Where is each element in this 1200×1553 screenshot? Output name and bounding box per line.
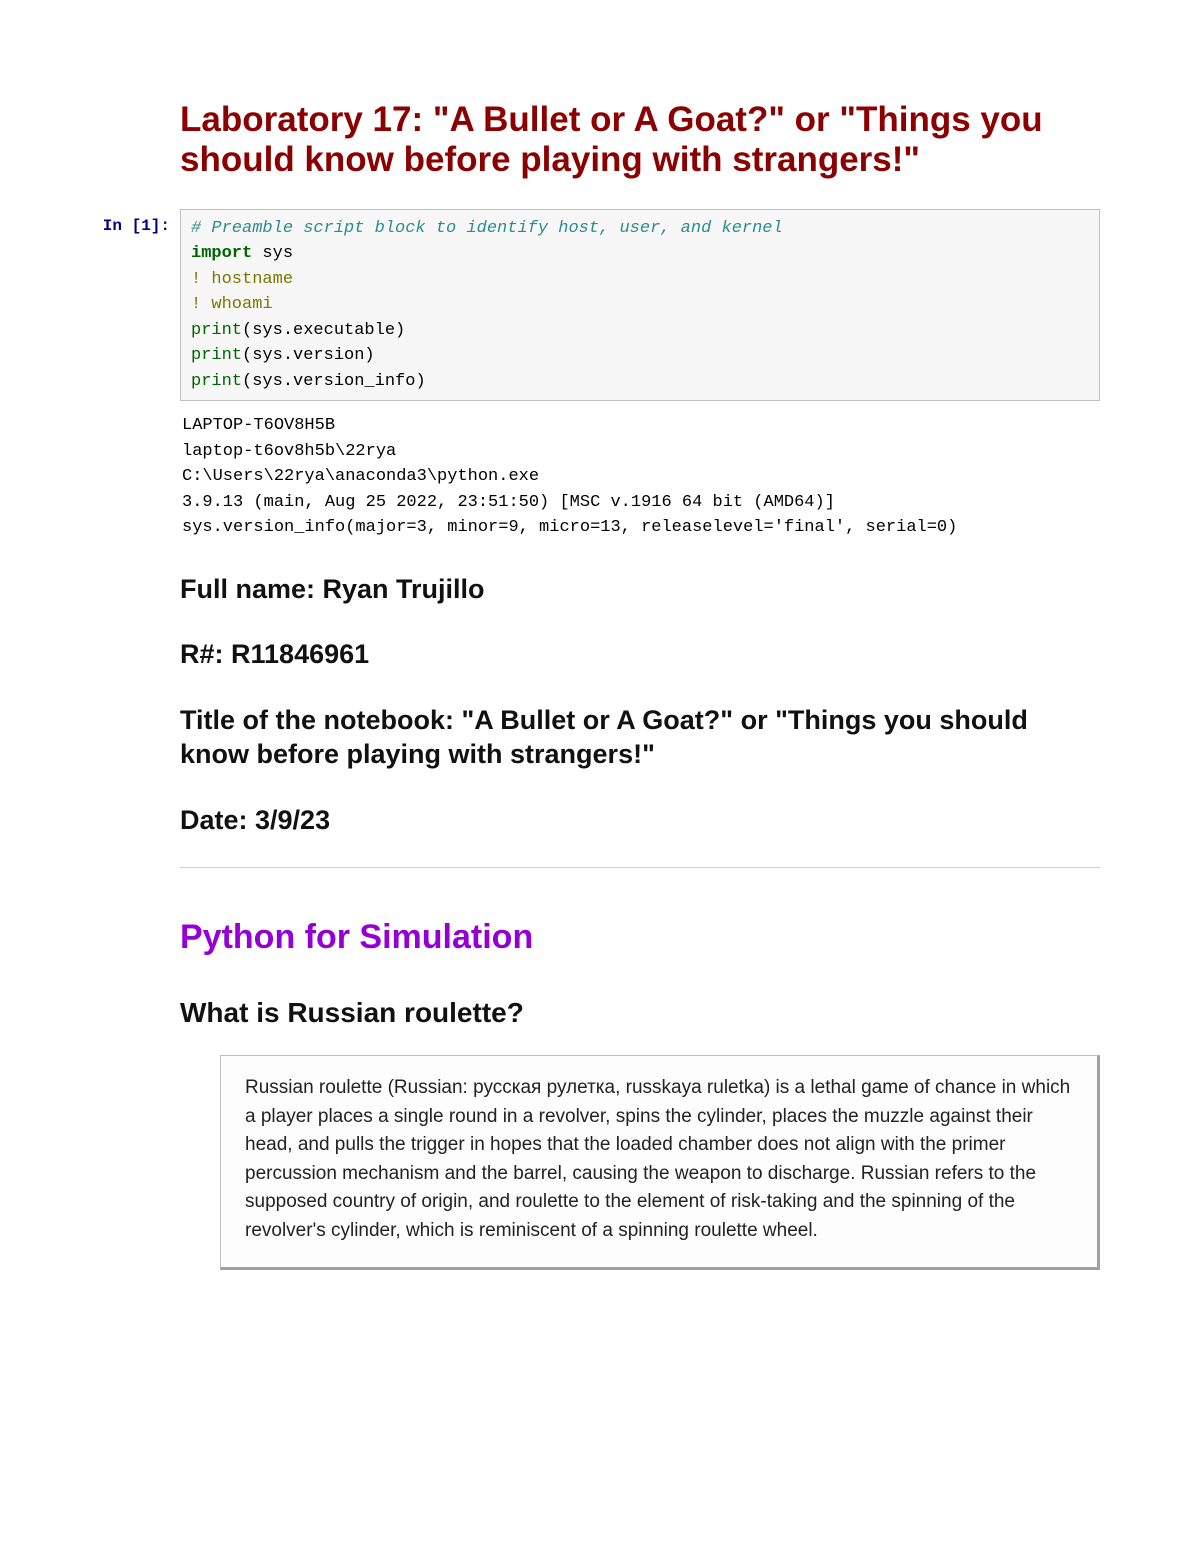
divider (180, 867, 1100, 868)
code-text: (sys.version) (242, 346, 375, 365)
code-shell: ! whoami (191, 295, 273, 314)
prompt-gutter (100, 100, 180, 209)
prompt-gutter (100, 918, 180, 1270)
full-name: Full name: Ryan Trujillo (180, 573, 1100, 607)
subsection-heading: What is Russian roulette? (180, 997, 1100, 1029)
prompt-gutter (100, 401, 180, 541)
code-func: print (191, 321, 242, 340)
notebook-title: Laboratory 17: "A Bullet or A Goat?" or … (180, 100, 1100, 181)
r-number: R#: R11846961 (180, 638, 1100, 672)
code-text: (sys.version_info) (242, 372, 426, 391)
date: Date: 3/9/23 (180, 804, 1100, 838)
output-block: LAPTOP-T6OV8H5B laptop-t6ov8h5b\22rya C:… (180, 401, 1100, 541)
code-shell: ! hostname (191, 270, 293, 289)
code-func: print (191, 346, 242, 365)
section-heading: Python for Simulation (180, 918, 1100, 957)
code-cell[interactable]: # Preamble script block to identify host… (180, 209, 1100, 402)
code-func: print (191, 372, 242, 391)
blockquote-description: Russian roulette (Russian: русская рулет… (220, 1055, 1100, 1270)
code-text: (sys.executable) (242, 321, 405, 340)
code-comment: # Preamble script block to identify host… (191, 219, 783, 238)
code-keyword: import (191, 244, 252, 263)
notebook-title-meta: Title of the notebook: "A Bullet or A Go… (180, 704, 1100, 772)
code-text: sys (252, 244, 293, 263)
input-prompt: In [1]: (100, 209, 180, 402)
prompt-gutter (100, 541, 180, 919)
